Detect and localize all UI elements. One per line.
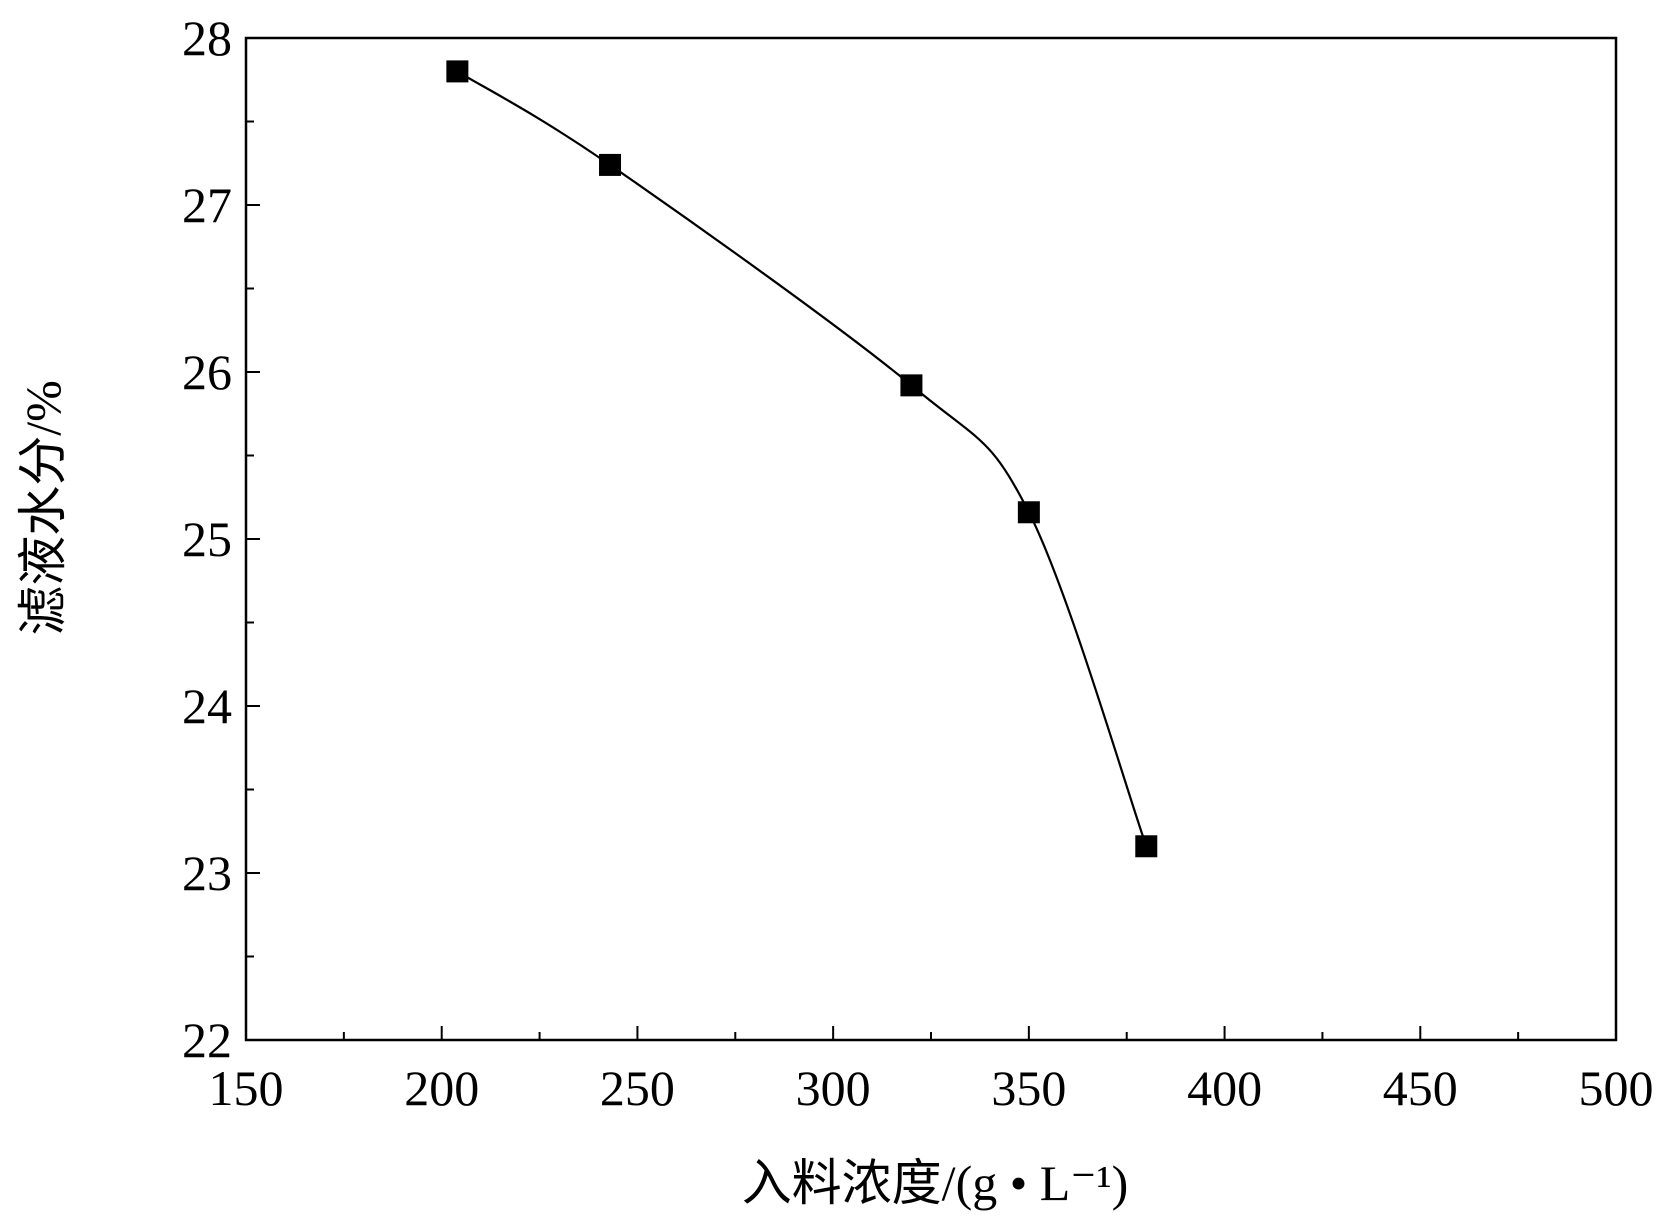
x-tick-labels: 150 200 250 300 350 400 450 500 bbox=[209, 1060, 1654, 1116]
y-tick-label: 22 bbox=[182, 1012, 232, 1068]
data-point bbox=[1017, 501, 1040, 524]
x-axis-title: 入料浓度/(g • L⁻¹) bbox=[742, 1155, 1129, 1211]
y-tick-label: 24 bbox=[182, 678, 232, 734]
x-tick-label: 200 bbox=[404, 1060, 479, 1116]
y-tick-label: 27 bbox=[182, 177, 232, 233]
plot-frame bbox=[244, 36, 1618, 1042]
data-markers bbox=[446, 60, 1158, 858]
y-tick-labels: 22 23 24 25 26 27 28 bbox=[182, 10, 232, 1068]
y-axis-title: 滤液水分/% bbox=[15, 380, 71, 636]
minor-ticks bbox=[246, 120, 1520, 1040]
major-ticks bbox=[245, 37, 1617, 1041]
x-tick-label: 450 bbox=[1383, 1060, 1458, 1116]
x-tick-label: 250 bbox=[600, 1060, 675, 1116]
y-tick-label: 26 bbox=[182, 344, 232, 400]
y-tick-label: 28 bbox=[182, 10, 232, 66]
y-tick-label: 25 bbox=[182, 511, 232, 567]
data-point bbox=[446, 60, 469, 83]
x-tick-label: 150 bbox=[209, 1060, 284, 1116]
data-point bbox=[900, 374, 923, 397]
x-tick-label: 400 bbox=[1187, 1060, 1262, 1116]
x-tick-label: 350 bbox=[991, 1060, 1066, 1116]
x-tick-label: 300 bbox=[796, 1060, 871, 1116]
series-line bbox=[456, 70, 1148, 847]
data-point bbox=[599, 153, 622, 176]
data-point bbox=[1135, 835, 1158, 858]
y-tick-label: 23 bbox=[182, 845, 232, 901]
x-tick-label: 500 bbox=[1579, 1060, 1654, 1116]
